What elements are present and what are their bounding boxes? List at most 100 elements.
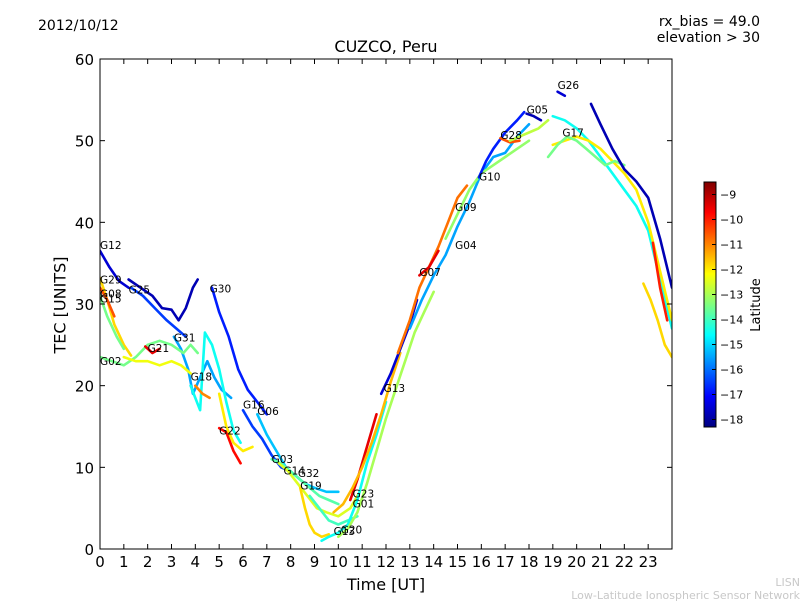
x-tick-label: 18 — [519, 553, 538, 571]
series-line-g07b — [418, 249, 440, 277]
colorbar-tick-label: −9 — [720, 189, 736, 202]
colorbar-tick-label: −12 — [720, 264, 743, 277]
satellite-label-g20: G20 — [341, 524, 363, 536]
colorbar-tick-label: −17 — [720, 389, 743, 402]
series-line-g26 — [551, 114, 672, 330]
satellite-label-g08: G08 — [100, 288, 122, 300]
satellite-label-g28: G28 — [500, 130, 522, 142]
series-line-g25 — [129, 286, 188, 339]
satellite-label-g04: G04 — [455, 240, 477, 252]
receiver-bias-info: rx_bias = 49.0 elevation > 30 — [657, 14, 760, 46]
series-line-g21 — [144, 345, 161, 355]
plot-frame — [99, 58, 673, 550]
series-line-g18 — [189, 331, 242, 445]
x-tick-label: 17 — [496, 553, 515, 571]
series-line-g27b — [642, 282, 672, 359]
satellite-label-g32: G32 — [298, 468, 320, 480]
x-tick-label: 21 — [591, 553, 610, 571]
x-tick-label: 5 — [214, 553, 224, 571]
satellite-label-g31: G31 — [174, 332, 196, 344]
colorbar-tick-label: −13 — [720, 289, 743, 302]
x-tick-label: 20 — [567, 553, 586, 571]
credit-network: Low-Latitude Ionospheric Sensor Network — [571, 589, 800, 602]
series-line-g17b — [546, 135, 626, 167]
series-line-g14 — [277, 461, 362, 518]
satellite-label-g21: G21 — [148, 343, 170, 355]
colorbar-tick-label: −16 — [720, 364, 743, 377]
series-line-g21b — [122, 355, 192, 375]
series-line-g13 — [336, 290, 436, 539]
satellite-label-g12: G12 — [100, 240, 122, 252]
x-tick-label: 23 — [639, 553, 658, 571]
satellite-label-g16: G16 — [243, 399, 265, 411]
x-tick-label: 8 — [286, 553, 296, 571]
series-line-g18b — [194, 384, 211, 400]
x-tick-label: 16 — [472, 553, 491, 571]
x-tick-label: 15 — [448, 553, 467, 571]
x-tick-label: 14 — [424, 553, 443, 571]
satellite-label-g22: G22 — [219, 426, 241, 438]
satellite-label-g09: G09 — [455, 202, 477, 214]
series-line-g10 — [477, 110, 526, 179]
series-line-g28b — [508, 119, 550, 142]
colorbar-tick-label: −11 — [720, 239, 743, 252]
satellite-label-g15: G15 — [100, 293, 122, 305]
credit-lisn: LISN — [775, 576, 800, 589]
colorbar-label: Latitude — [749, 278, 764, 332]
colorbar-tick-label: −18 — [720, 414, 743, 427]
satellite-label-g13: G13 — [334, 526, 356, 538]
y-tick-label: 30 — [75, 296, 94, 314]
x-tick-label: 12 — [376, 553, 395, 571]
series-line-g25b — [127, 278, 199, 322]
series-line-g30 — [210, 286, 269, 416]
series-line-g03 — [270, 457, 340, 506]
colorbar: −9 −10 −11 −12 −13 −14 −15 −16 −17 −18 — [703, 181, 743, 428]
series-line-g23 — [348, 412, 378, 502]
series-line-g19 — [298, 486, 331, 539]
series-line-g17 — [551, 135, 672, 322]
satellite-label-g25: G25 — [129, 284, 151, 296]
satellite-label-g29: G29 — [100, 275, 122, 287]
satellite-label-g10: G10 — [479, 172, 501, 184]
date-label: 2012/10/12 — [38, 18, 119, 34]
x-tick-label: 13 — [400, 553, 419, 571]
x-tick-label: 6 — [238, 553, 248, 571]
satellite-label-g03: G03 — [272, 454, 294, 466]
series-line-g28 — [499, 136, 521, 144]
x-tick-label: 11 — [353, 553, 372, 571]
series-line-g22 — [217, 426, 242, 465]
satellite-label-g13: G13 — [384, 383, 406, 395]
series-line-g09 — [444, 139, 531, 240]
x-tick-label: 10 — [329, 553, 348, 571]
satellite-label-g30: G30 — [210, 283, 232, 295]
y-tick-label: 0 — [84, 541, 94, 559]
satellite-label-g18: G18 — [191, 372, 213, 384]
y-tick-label: 10 — [75, 459, 94, 477]
satellite-label-g06: G06 — [257, 406, 279, 418]
x-tick-label: 22 — [615, 553, 634, 571]
series-line-g08 — [100, 286, 116, 318]
rx-bias-text: rx_bias = 49.0 — [658, 14, 760, 30]
chart-title: CUZCO, Peru — [334, 37, 438, 56]
colorbar-tick-label: −15 — [720, 339, 743, 352]
y-tick-label: 40 — [75, 214, 94, 232]
x-tick-label: 9 — [310, 553, 320, 571]
colorbar-tick-label: −14 — [720, 314, 743, 327]
satellite-label-g19: G19 — [300, 480, 322, 492]
satellite-label-g05: G05 — [527, 105, 549, 117]
series-line-g24 — [589, 102, 672, 290]
axis-ticks: 0 1 2 3 4 5 6 7 8 9 10 11 12 13 14 15 16 17 18 19 20 21 22 2301… — [75, 51, 672, 571]
satellite-label-g23: G23 — [353, 488, 375, 500]
series-line-g12 — [100, 249, 130, 290]
series-line-g20 — [320, 400, 388, 543]
series-line-g27 — [651, 241, 669, 322]
x-axis-label: Time [UT] — [346, 575, 426, 594]
series-line-g05 — [525, 112, 543, 122]
series-layer — [100, 90, 672, 543]
y-tick-label: 50 — [75, 133, 94, 151]
series-line-g02 — [100, 339, 199, 367]
credit-footer: LISN Low-Latitude Ionospheric Sensor Net… — [571, 576, 800, 602]
x-tick-label: 4 — [191, 553, 201, 571]
